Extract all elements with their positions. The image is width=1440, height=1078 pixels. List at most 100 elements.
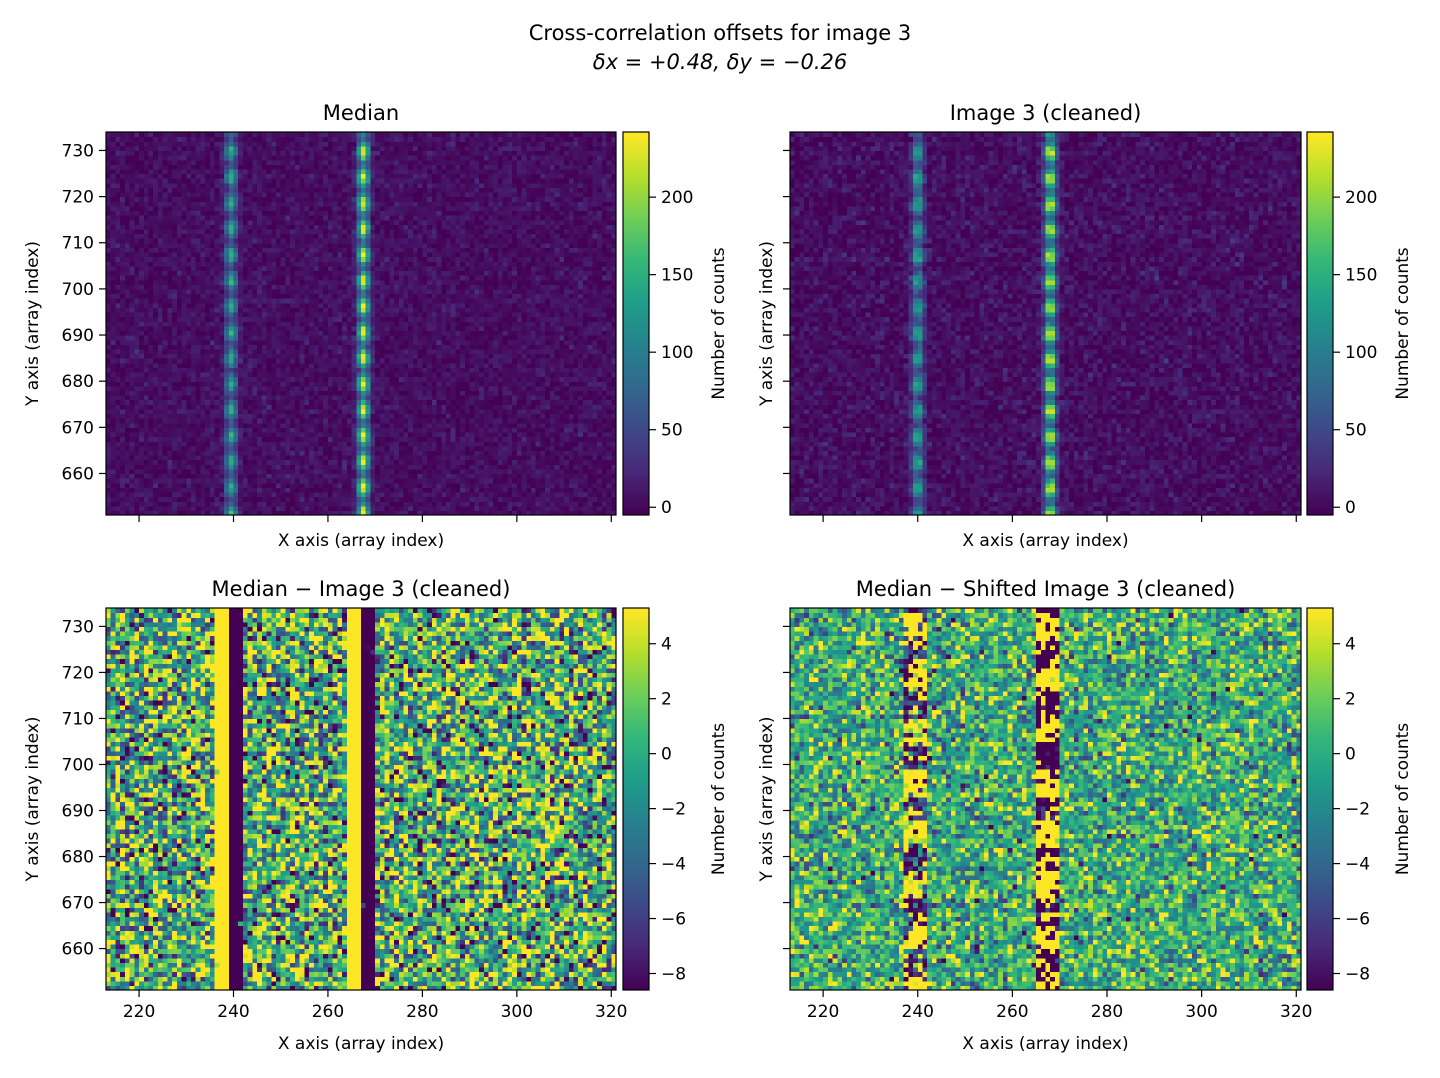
heatmap-cell (389, 423, 394, 428)
heatmap-cell (347, 441, 352, 446)
heatmap-cell (451, 377, 456, 382)
heatmap-cell (182, 460, 187, 465)
heatmap-cell (564, 400, 569, 405)
heatmap-cell (191, 460, 196, 465)
heatmap-cell (540, 469, 545, 474)
heatmap-cell (186, 506, 191, 511)
heatmap-cell (583, 446, 588, 451)
heatmap-cell (153, 372, 158, 377)
heatmap-cell (380, 487, 385, 492)
heatmap-cell (229, 487, 234, 492)
heatmap-cell (574, 381, 579, 386)
heatmap-cell (574, 487, 579, 492)
heatmap-cell (115, 483, 120, 488)
heatmap-cell (215, 473, 220, 478)
heatmap-cell (404, 395, 409, 400)
heatmap-cell (182, 418, 187, 423)
heatmap-cell (167, 460, 172, 465)
heatmap-cell (285, 377, 290, 382)
heatmap-cell (167, 400, 172, 405)
heatmap-cell (257, 464, 262, 469)
heatmap-cell (333, 386, 338, 391)
heatmap-cell (399, 450, 404, 455)
heatmap-cell (455, 432, 460, 437)
heatmap-cell (120, 423, 125, 428)
heatmap-cell (215, 413, 220, 418)
heatmap-cell (125, 497, 130, 502)
heatmap-cell (191, 469, 196, 474)
heatmap-cell (352, 427, 357, 432)
heatmap-cell (540, 446, 545, 451)
heatmap-cell (536, 423, 541, 428)
heatmap-cell (285, 460, 290, 465)
heatmap-cell (304, 423, 309, 428)
heatmap-cell (507, 432, 512, 437)
heatmap-cell (125, 432, 130, 437)
heatmap-cell (304, 483, 309, 488)
heatmap-cell (536, 404, 541, 409)
heatmap-cell (200, 450, 205, 455)
heatmap-cell (115, 437, 120, 442)
heatmap-cell (234, 409, 239, 414)
heatmap-cell (427, 464, 432, 469)
heatmap-cell (526, 400, 531, 405)
heatmap-cell (408, 390, 413, 395)
heatmap-cell (234, 501, 239, 506)
heatmap-cell (451, 381, 456, 386)
heatmap-cell (404, 469, 409, 474)
heatmap-cell (304, 381, 309, 386)
heatmap-cell (460, 381, 465, 386)
heatmap-cell (333, 413, 338, 418)
heatmap-cell (215, 478, 220, 483)
heatmap-cell (243, 377, 248, 382)
heatmap-cell (597, 395, 602, 400)
heatmap-cell (366, 446, 371, 451)
heatmap-cell (262, 437, 267, 442)
heatmap-cell (451, 404, 456, 409)
heatmap-cell (474, 497, 479, 502)
heatmap-cell (290, 363, 295, 368)
heatmap-cell (149, 372, 154, 377)
heatmap-cell (172, 446, 177, 451)
heatmap-cell (441, 464, 446, 469)
figure: Cross-correlation offsets for image 3 δx… (0, 0, 1440, 1078)
heatmap-cell (205, 400, 210, 405)
heatmap-cell (512, 450, 517, 455)
heatmap-cell (134, 427, 139, 432)
heatmap-cell (139, 381, 144, 386)
heatmap-cell (314, 441, 319, 446)
heatmap-cell (125, 409, 130, 414)
heatmap-cell (361, 469, 366, 474)
heatmap-cell (111, 404, 116, 409)
heatmap-cell (182, 473, 187, 478)
heatmap-cell (465, 473, 470, 478)
heatmap-cell (512, 381, 517, 386)
heatmap-cell (106, 446, 111, 451)
heatmap-cell (323, 441, 328, 446)
heatmap-cell (597, 390, 602, 395)
heatmap-cell (115, 469, 120, 474)
heatmap-cell (276, 367, 281, 372)
heatmap-cell (300, 381, 305, 386)
heatmap-cell (234, 427, 239, 432)
heatmap-cell (550, 367, 555, 372)
heatmap-cell (564, 377, 569, 382)
heatmap-cell (257, 381, 262, 386)
heatmap-cell (238, 501, 243, 506)
heatmap-cell (470, 404, 475, 409)
heatmap-cell (267, 455, 272, 460)
heatmap-cell (153, 469, 158, 474)
heatmap-cell (597, 497, 602, 502)
heatmap-cell (597, 487, 602, 492)
heatmap-cell (167, 404, 172, 409)
heatmap-cell (356, 455, 361, 460)
heatmap-cell (252, 372, 257, 377)
heatmap-cell (342, 506, 347, 511)
heatmap-cell (267, 386, 272, 391)
heatmap-cell (361, 464, 366, 469)
heatmap-cell (422, 460, 427, 465)
heatmap-cell (418, 460, 423, 465)
heatmap-cell (474, 423, 479, 428)
heatmap-cell (304, 501, 309, 506)
heatmap-cell (134, 400, 139, 405)
